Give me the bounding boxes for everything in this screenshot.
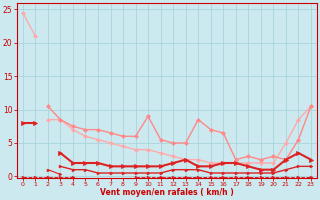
X-axis label: Vent moyen/en rafales ( km/h ): Vent moyen/en rafales ( km/h ) [100,188,234,197]
